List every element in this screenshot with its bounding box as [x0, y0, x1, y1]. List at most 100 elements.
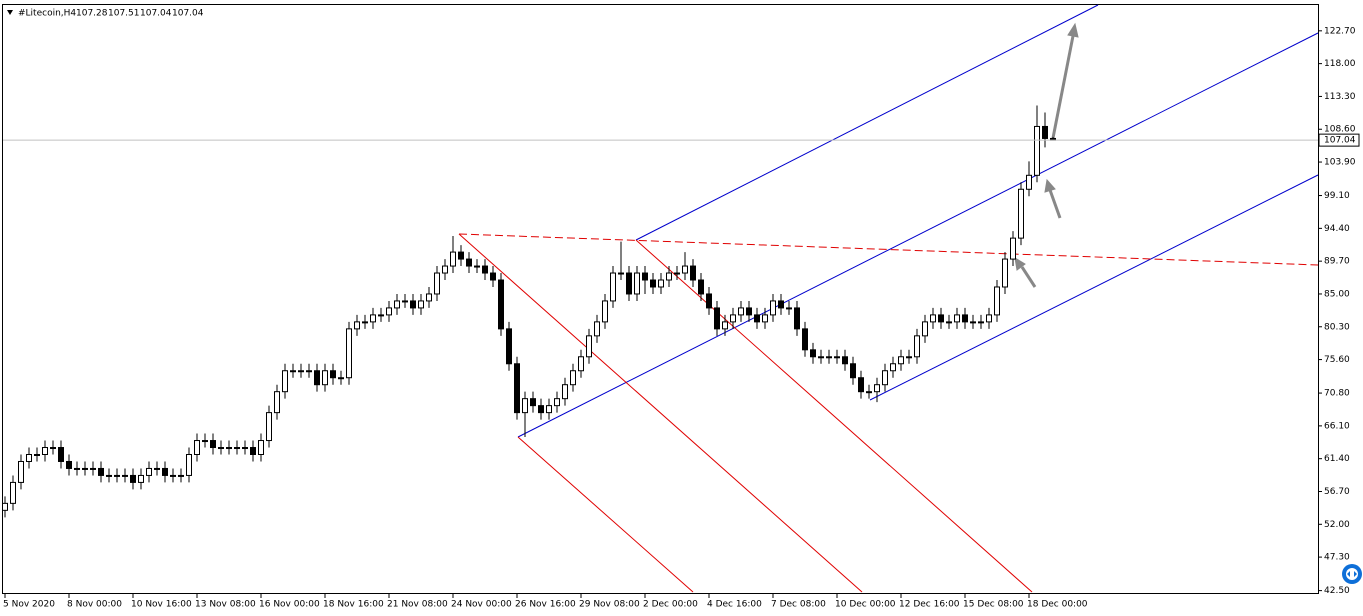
candle-body — [698, 279, 704, 295]
y-tick-label: 99.10 — [1324, 191, 1350, 201]
arrow — [1020, 266, 1037, 288]
y-tick-label: 85.00 — [1324, 289, 1350, 299]
candle-body — [370, 314, 376, 323]
candle-body — [858, 377, 864, 393]
candle-body — [114, 474, 120, 477]
y-tick-label: 75.60 — [1324, 355, 1350, 365]
red-line — [635, 239, 1033, 593]
candle-body — [594, 321, 600, 337]
candle-body — [154, 467, 160, 470]
candle-body — [346, 328, 352, 379]
candle-body — [242, 447, 248, 450]
candle-body — [986, 314, 992, 323]
candle-body — [674, 272, 680, 275]
candle-body — [1010, 237, 1016, 260]
x-tick-label: 2 Dec 00:00 — [643, 600, 698, 610]
candle-body — [66, 460, 72, 469]
ohlc-open: 107.28 — [76, 9, 108, 19]
ohlc-high: 107.51 — [108, 9, 140, 19]
x-tick-label: 10 Dec 00:00 — [835, 600, 896, 610]
candle-body — [322, 370, 328, 386]
x-tick-label: 24 Nov 00:00 — [451, 600, 512, 610]
candle-body — [330, 370, 336, 379]
candle-body — [626, 272, 632, 295]
candle-body — [410, 300, 416, 309]
candle-body — [962, 314, 968, 323]
candles — [2, 105, 1056, 518]
x-tick-label: 18 Nov 16:00 — [323, 600, 384, 610]
candle-body — [474, 265, 480, 268]
y-tick-label: 89.70 — [1324, 257, 1350, 267]
candle-body — [754, 314, 760, 323]
candle-body — [418, 300, 424, 309]
candle-body — [722, 321, 728, 330]
icon-arrows — [1347, 571, 1357, 577]
chart-title: #Litecoin,H4 — [18, 9, 76, 19]
candle-body — [282, 370, 288, 393]
candle-body — [1026, 174, 1032, 190]
candle-body — [178, 474, 184, 477]
candle-body — [610, 272, 616, 302]
candle-body — [562, 384, 568, 400]
candle-body — [498, 279, 504, 330]
candle-body — [250, 447, 256, 455]
candle-body — [762, 314, 768, 323]
teamviewer-icon[interactable] — [1342, 564, 1362, 584]
candle-body — [434, 272, 440, 295]
candle-body — [546, 405, 552, 414]
candle-body — [706, 293, 712, 309]
candle-body — [42, 447, 48, 455]
candle-body — [914, 335, 920, 358]
candle-body — [130, 474, 136, 483]
x-tick-label: 8 Nov 00:00 — [67, 600, 122, 610]
candle-body — [826, 356, 832, 359]
channel-line — [517, 32, 1319, 438]
candle-body — [194, 440, 200, 455]
x-tick-label: 12 Dec 16:00 — [899, 600, 960, 610]
candle-body — [234, 447, 240, 450]
candle-body — [898, 356, 904, 365]
menu-triangle[interactable] — [7, 10, 13, 15]
candle-body — [258, 440, 264, 455]
y-tick-label: 52.00 — [1324, 520, 1350, 530]
candle-body — [954, 314, 960, 323]
candle-body — [794, 307, 800, 330]
y-tick-label: 66.10 — [1324, 421, 1350, 431]
candle-body — [338, 377, 344, 380]
candle-body — [1042, 125, 1048, 139]
candle-body — [314, 370, 320, 386]
y-tick-label: 118.00 — [1324, 59, 1356, 69]
candle-body — [74, 467, 80, 470]
candle-body — [602, 300, 608, 323]
x-tick-label: 4 Dec 16:00 — [707, 600, 762, 610]
candle-body — [746, 307, 752, 316]
candle-body — [122, 474, 128, 477]
candle-body — [786, 307, 792, 310]
y-tick-label: 80.30 — [1324, 322, 1350, 332]
candle-body — [146, 467, 152, 476]
candle-body — [34, 453, 40, 456]
x-tick-label: 13 Nov 08:00 — [195, 600, 256, 610]
arrowhead — [1067, 22, 1079, 38]
y-tick-label: 94.40 — [1324, 224, 1350, 234]
candle-body — [946, 321, 952, 324]
candle-body — [378, 314, 384, 317]
candle-body — [834, 356, 840, 359]
candle-body — [2, 502, 8, 511]
candle-body — [290, 370, 296, 373]
candle-body — [98, 467, 104, 476]
candle-body — [490, 272, 496, 281]
x-tick-label: 16 Nov 00:00 — [259, 600, 320, 610]
candle-body — [906, 356, 912, 359]
candle-body — [642, 272, 648, 281]
candle-body — [1002, 258, 1008, 288]
candle-body — [1018, 188, 1024, 239]
candle-body — [82, 467, 88, 470]
candle-body — [938, 314, 944, 323]
candle-body — [778, 300, 784, 309]
candle-body — [514, 363, 520, 414]
candle-body — [18, 460, 24, 483]
x-tick-label: 5 Nov 2020 — [3, 600, 55, 610]
candle-body — [58, 447, 64, 462]
y-tick-label: 42.50 — [1324, 586, 1350, 596]
